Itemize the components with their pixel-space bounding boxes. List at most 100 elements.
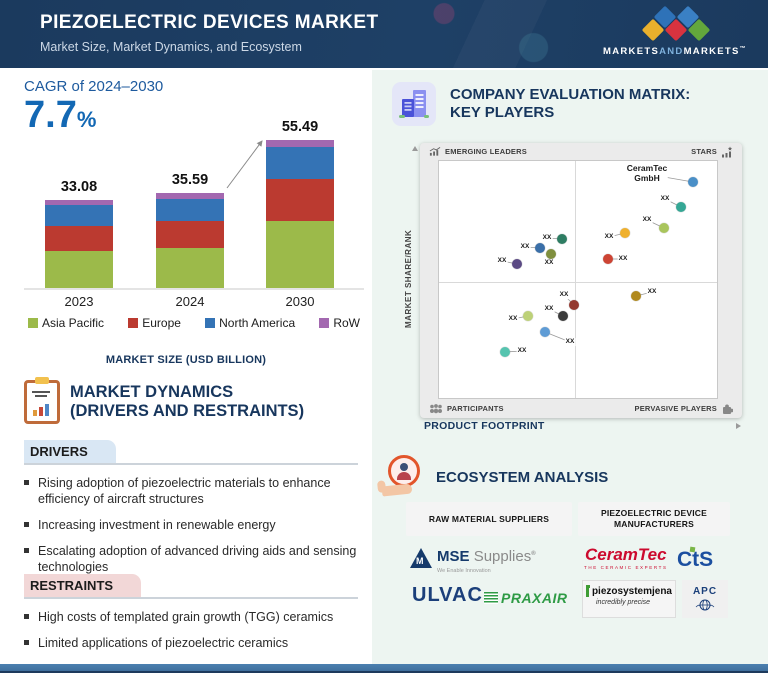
quadrant-label: STARS [691, 147, 717, 156]
bar-segment-row [156, 193, 224, 199]
legend-label: Asia Pacific [42, 316, 105, 330]
driver-item: Increasing investment in renewable energ… [24, 517, 358, 533]
legend-item-row: RoW [319, 316, 360, 330]
scatter-point [535, 243, 545, 253]
ecosystem-heading: ECOSYSTEM ANALYSIS [380, 453, 608, 501]
piezo-name: piezosystemjena [591, 585, 672, 597]
matrix-x-axis-label: PRODUCT FOOTPRINT [424, 420, 545, 432]
bottom-accent-bar [0, 664, 768, 673]
bar-total-label: 33.08 [60, 178, 98, 195]
header-banner: PIEZOELECTRIC DEVICES MARKET Market Size… [0, 0, 768, 68]
mse-name-bold: MSE [437, 548, 470, 565]
bar-segment-asia-pacific [266, 220, 334, 288]
drivers-tab-row: DRIVERS [24, 440, 358, 465]
bar-segment-europe [156, 221, 224, 248]
header-collage-decoration [360, 0, 640, 68]
logo-ceramtec: CeramTec THE CERAMIC EXPERTS [584, 546, 668, 570]
matrix-title-line2: KEY PLAYERS [450, 104, 555, 121]
matrix-y-axis-label: MARKET SHARE/RANK [404, 229, 413, 329]
clipboard-minibar [33, 410, 37, 416]
bar-chart-caption: MARKET SIZE (USD BILLION) [105, 354, 267, 366]
logo-praxair: PRAXAIR [484, 590, 568, 606]
scatter-point-label: XX [558, 291, 570, 299]
scatter-point-label: XX [516, 347, 528, 355]
restraint-item-text: Limited applications of piezoelectric ce… [38, 636, 289, 650]
quadrant-participants: PARTICIPANTS [429, 403, 504, 414]
legend-label: North America [219, 316, 296, 330]
bar-year-label: 2024 [175, 294, 205, 309]
x-axis-arrow-icon [736, 423, 741, 429]
restraint-item: High costs of templated grain growth (TG… [24, 609, 358, 625]
drivers-section: DRIVERS Rising adoption of piezoelectric… [24, 440, 358, 585]
bullet-square-icon [24, 614, 29, 619]
bar-2024: 35.59 [156, 128, 224, 288]
scatter-point [523, 311, 533, 321]
mse-tagline: We Enable Innovation [437, 568, 491, 574]
legend-label: RoW [333, 316, 360, 330]
mse-triangle-icon: M [410, 548, 432, 568]
bar-segment-row [45, 199, 113, 205]
mse-name: MSE Supplies® [437, 548, 536, 565]
scatter-point-ceramtec-gmbh [688, 177, 698, 187]
scatter-point-label: XX [659, 195, 671, 203]
restraints-tab-row: RESTRAINTS [24, 574, 358, 599]
registered-mark: ® [531, 551, 536, 557]
clipboard-line [32, 391, 50, 393]
scatter-point-label: XX [541, 234, 553, 242]
clipboard-minibar [39, 407, 43, 416]
apc-name: APC [692, 585, 718, 597]
scatter-point [546, 249, 556, 259]
logo-cts: CtS [677, 546, 714, 572]
clipboard-clip [35, 377, 49, 384]
person-head [400, 463, 408, 471]
quadrant-pervasive-players: PERVASIVE PLAYERS [635, 403, 733, 415]
piezo-tagline: incredibly precise [596, 599, 651, 606]
scatter-point-label: XX [617, 255, 629, 263]
legend-swatch [319, 318, 330, 328]
market-dynamics-header: MARKET DYNAMICS (DRIVERS AND RESTRAINTS) [24, 377, 304, 424]
bar-2023: 33.08 [45, 128, 113, 288]
scatter-point [620, 228, 630, 238]
restraints-tab: RESTRAINTS [24, 574, 142, 597]
mse-name-light: Supplies [473, 548, 532, 565]
quadrant-divider-vertical [575, 161, 576, 398]
marketsandmarkets-logo: MARKETSANDMARKETS™ [600, 5, 750, 62]
legend-swatch [205, 318, 216, 328]
apc-globe-icon [695, 599, 715, 610]
brand-tm: ™ [739, 46, 747, 52]
scatter-point-label: CeramTec GmbH [625, 163, 669, 184]
scatter-point-label: XX [603, 233, 615, 241]
bar-2030: 55.49 [266, 119, 334, 288]
matrix-top-strip: EMERGING LEADERS STARS [420, 143, 742, 160]
quadrant-label: EMERGING LEADERS [445, 147, 527, 156]
scatter-point-label: XX [496, 257, 508, 265]
brand-and: AND [659, 46, 684, 58]
logo-diamonds-icon [625, 5, 725, 42]
restraint-item-text: High costs of templated grain growth (TG… [38, 610, 334, 624]
cagr-value: 7.7% [24, 94, 96, 137]
legend-label: Europe [142, 316, 181, 330]
bar-segment-north-america [156, 198, 224, 222]
logo-piezosystemjena: piezosystemjena incredibly precise [582, 580, 676, 618]
quadrant-label: PERVASIVE PLAYERS [634, 404, 717, 413]
scatter-point [500, 347, 510, 357]
column-header-piezoelectric-device-manufacturers: PIEZOELECTRIC DEVICE MANUFACTURERS [578, 502, 730, 536]
hand-shape [381, 483, 413, 497]
cts-name: CtS [677, 548, 714, 571]
brand-markets2: MARKETS [683, 46, 740, 58]
market-dynamics-title: MARKET DYNAMICS (DRIVERS AND RESTRAINTS) [70, 383, 304, 422]
matrix-title: COMPANY EVALUATION MATRIX: KEY PLAYERS [450, 86, 690, 122]
bar-segment-europe [45, 225, 113, 251]
driver-item-text: Increasing investment in renewable energ… [38, 518, 276, 532]
matrix-plot-area: CeramTec GmbH XX XX XX XX XX XX XX XX XX XX XX XX XX XX [438, 160, 718, 399]
scatter-point-label: XX [543, 305, 555, 313]
scatter-point [659, 223, 669, 233]
cagr-number: 7.7 [24, 94, 77, 136]
ceramtec-name: CeramTec [584, 545, 667, 564]
quadrant-label: PARTICIPANTS [447, 404, 504, 413]
driver-item-text: Rising adoption of piezoelectric materia… [38, 476, 331, 506]
ceramtec-tagline: THE CERAMIC EXPERTS [584, 565, 668, 570]
bar-chart-legend: Asia Pacific Europe North America RoW [28, 316, 360, 330]
scatter-point [512, 259, 522, 269]
matrix-bottom-strip: PARTICIPANTS PERVASIVE PLAYERS [420, 399, 742, 418]
